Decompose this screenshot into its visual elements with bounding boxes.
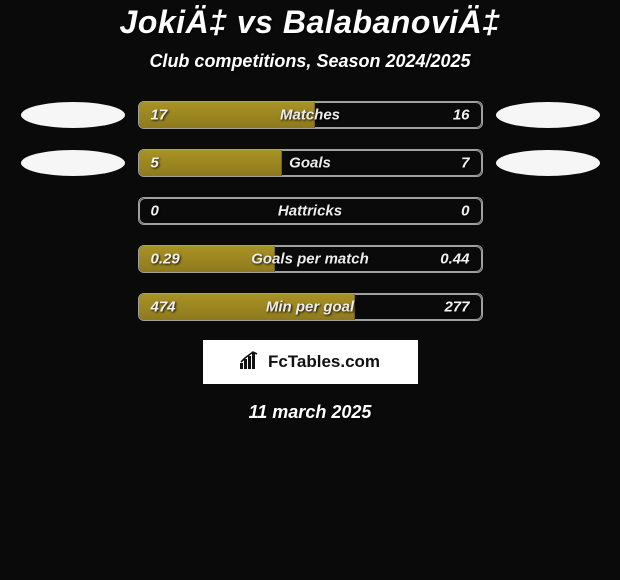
player-left-badge	[18, 244, 128, 274]
player-right-badge	[493, 148, 603, 178]
comparison-rows: 17 Matches 16 5 Goals 7 0 Hattricks 0 0.29 Goals p…	[0, 100, 620, 322]
stat-bar: 0.29 Goals per match 0.44	[138, 245, 483, 273]
stat-label: Matches	[280, 107, 340, 124]
stat-right-value: 0.44	[440, 251, 469, 268]
stat-right-value: 277	[444, 299, 469, 316]
player-left-badge	[18, 148, 128, 178]
page-title: JokiÄ‡ vs BalabanoviÄ‡	[120, 4, 501, 41]
stat-bar: 0 Hattricks 0	[138, 197, 483, 225]
comparison-row: 0.29 Goals per match 0.44	[0, 244, 620, 274]
stat-label: Goals per match	[251, 251, 369, 268]
brand-box: FcTables.com	[203, 340, 418, 384]
brand-chart-icon	[240, 351, 262, 374]
player-right-badge	[493, 196, 603, 226]
player-right-badge	[493, 100, 603, 130]
stat-label: Min per goal	[266, 299, 354, 316]
player-left-badge	[18, 100, 128, 130]
stat-bar-left-fill	[139, 150, 282, 176]
stat-left-value: 0	[151, 203, 159, 220]
comparison-row: 0 Hattricks 0	[0, 196, 620, 226]
stat-left-value: 0.29	[151, 251, 180, 268]
comparison-row: 5 Goals 7	[0, 148, 620, 178]
stat-right-value: 7	[461, 155, 469, 172]
page-subtitle: Club competitions, Season 2024/2025	[149, 51, 470, 72]
player-left-badge	[18, 292, 128, 322]
stat-right-value: 0	[461, 203, 469, 220]
stat-label: Goals	[289, 155, 331, 172]
stat-label: Hattricks	[278, 203, 342, 220]
stat-bar: 5 Goals 7	[138, 149, 483, 177]
stat-right-value: 16	[453, 107, 470, 124]
player-right-badge	[493, 244, 603, 274]
player-right-badge	[493, 292, 603, 322]
comparison-row: 17 Matches 16	[0, 100, 620, 130]
comparison-row: 474 Min per goal 277	[0, 292, 620, 322]
stat-left-value: 5	[151, 155, 159, 172]
snapshot-date: 11 march 2025	[249, 402, 372, 423]
stat-left-value: 17	[151, 107, 168, 124]
player-left-badge	[18, 196, 128, 226]
stat-bar: 17 Matches 16	[138, 101, 483, 129]
brand-text: FcTables.com	[268, 352, 380, 372]
stat-bar: 474 Min per goal 277	[138, 293, 483, 321]
stat-left-value: 474	[151, 299, 176, 316]
